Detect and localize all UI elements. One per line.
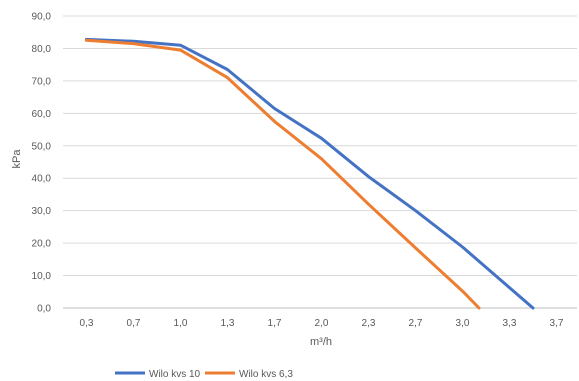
x-tick-label: 3,3 <box>503 318 517 329</box>
y-tick-label: 40,0 <box>32 174 52 185</box>
legend-label-series-2: Wilo kvs 6,3 <box>239 369 293 380</box>
y-axis-title: kPa <box>11 149 23 169</box>
y-tick-label: 50,0 <box>32 141 52 152</box>
series-line-2 <box>84 38 481 310</box>
x-tick-label: 0,3 <box>80 318 94 329</box>
y-tick-label: 30,0 <box>32 206 52 217</box>
y-tick-label: 60,0 <box>32 109 52 120</box>
y-axis-ticks: 0,0 10,0 20,0 30,0 40,0 50,0 60,0 70,0 80,0 90,0 <box>32 12 52 315</box>
y-tick-label: 20,0 <box>32 239 52 250</box>
series-line-1 <box>84 37 535 310</box>
y-tick-label: 90,0 <box>32 12 52 23</box>
x-tick-label: 1,0 <box>174 318 188 329</box>
x-tick-label: 3,0 <box>456 318 470 329</box>
x-tick-label: 2,7 <box>409 318 423 329</box>
x-tick-label: 1,3 <box>221 318 235 329</box>
legend-label-series-1: Wilo kvs 10 <box>149 369 201 380</box>
y-tick-label: 80,0 <box>32 44 52 55</box>
y-tick-label: 10,0 <box>32 271 52 282</box>
x-tick-label: 2,0 <box>315 318 329 329</box>
x-tick-label: 2,3 <box>362 318 376 329</box>
x-axis-ticks: 0,3 0,7 1,0 1,3 1,7 2,0 2,3 2,7 3,0 3,3 3,7 <box>80 318 564 329</box>
series-lines <box>84 37 535 310</box>
x-tick-label: 1,7 <box>268 318 282 329</box>
x-axis-title: m³/h <box>310 336 332 348</box>
x-tick-label: 3,7 <box>550 318 564 329</box>
x-tick-label: 0,7 <box>127 318 141 329</box>
legend: Wilo kvs 10 Wilo kvs 6,3 <box>115 369 293 380</box>
gridlines <box>63 15 577 309</box>
y-tick-label: 70,0 <box>32 76 52 87</box>
y-tick-label: 0,0 <box>37 304 51 315</box>
